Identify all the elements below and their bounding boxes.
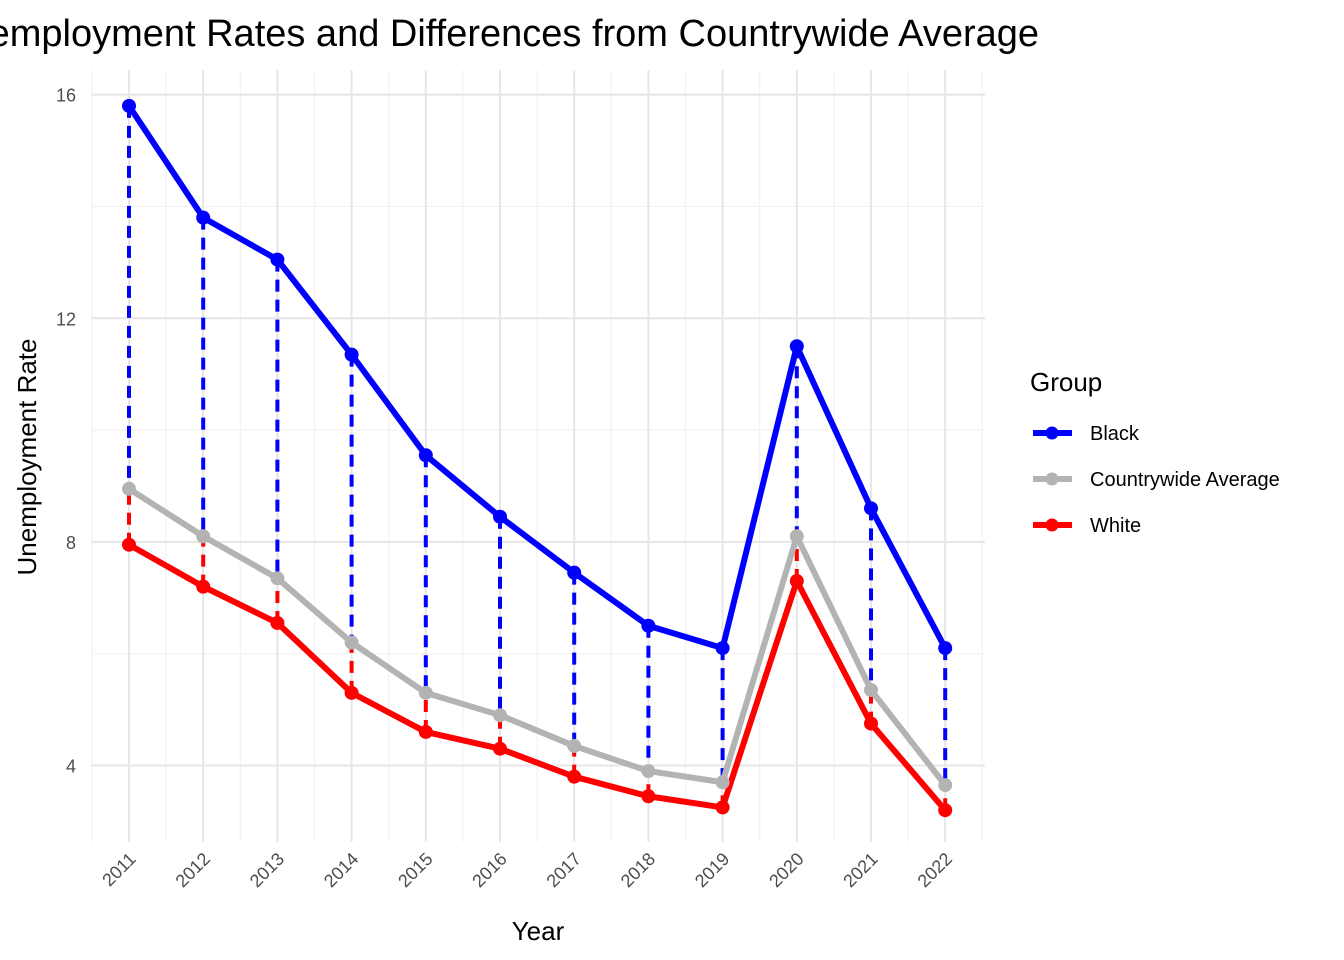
x-tick-label: 2021 [839, 849, 881, 891]
legend-label-black: Black [1090, 423, 1140, 445]
x-tick-label: 2012 [172, 849, 214, 891]
black-point [567, 565, 582, 580]
series-lines [126, 104, 948, 813]
white-point [196, 579, 211, 594]
x-tick-label: 2013 [246, 849, 288, 891]
legend-point-black [1045, 426, 1059, 440]
x-tick-label: 2020 [765, 849, 807, 891]
countrywide-average-point [864, 683, 878, 698]
white-point [864, 716, 878, 731]
white-point [567, 769, 582, 784]
x-tick-label: 2011 [98, 849, 140, 891]
y-tick-label: 16 [56, 86, 76, 106]
countrywide-average-point [493, 708, 507, 723]
countrywide-average-point [344, 635, 359, 650]
black-point [196, 210, 211, 225]
y-tick-label: 12 [56, 309, 76, 329]
white-point [789, 574, 804, 589]
black-point [715, 641, 730, 656]
black-point [641, 618, 656, 633]
white-series-line [127, 542, 948, 813]
countrywide-average-point [270, 571, 285, 586]
black-point [344, 347, 359, 362]
white-point [715, 800, 730, 815]
white-point [938, 803, 953, 818]
black-point [418, 448, 433, 463]
legend-label-white: White [1090, 515, 1141, 537]
chart-title: Unemployment Rates and Differences from … [0, 13, 1039, 55]
white-point [122, 537, 136, 552]
y-tick-label: 4 [66, 757, 76, 777]
data-points [122, 98, 953, 818]
grid [91, 70, 985, 842]
countrywide-average-point [418, 685, 433, 700]
countrywide-average-point [789, 529, 804, 544]
countrywide-average-point [196, 529, 211, 544]
x-tick-label: 2015 [394, 849, 436, 891]
x-axis-title: Year [512, 916, 565, 946]
countrywide-average-point [641, 764, 656, 779]
x-tick-label: 2019 [691, 849, 733, 891]
white-point [493, 741, 507, 756]
legend-title: Group [1030, 367, 1102, 397]
y-axis-ticks: 4 8 12 16 [56, 86, 76, 777]
x-axis-ticks: 2011 2012 2013 2014 2015 2016 2017 2018 2019 2020… [98, 849, 956, 891]
legend-point-white [1045, 518, 1059, 532]
legend: Group Black Countrywide Average White [1030, 367, 1280, 537]
white-point [418, 724, 433, 739]
x-tick-label: 2017 [543, 849, 585, 891]
y-axis-title: Unemployment Rate [12, 339, 42, 576]
countrywide-average-point [938, 778, 953, 793]
countrywide-average-series-line [127, 486, 948, 787]
legend-point-countrywide-average [1045, 472, 1059, 486]
white-point [344, 685, 359, 700]
black-point [122, 98, 136, 113]
countrywide-average-point [567, 738, 582, 753]
black-point [864, 501, 878, 516]
black-point [789, 339, 804, 354]
black-series-line [126, 104, 948, 652]
white-point [270, 615, 285, 630]
black-point [938, 641, 953, 656]
x-tick-label: 2014 [320, 849, 362, 891]
x-tick-label: 2022 [914, 849, 956, 891]
countrywide-average-point [122, 481, 136, 496]
y-tick-label: 8 [66, 533, 76, 553]
black-point [493, 509, 507, 524]
legend-label-countrywide-average: Countrywide Average [1090, 469, 1280, 491]
x-tick-label: 2016 [468, 849, 510, 891]
countrywide-average-point [715, 775, 730, 790]
white-point [641, 789, 656, 804]
black-point [270, 252, 285, 267]
x-tick-label: 2018 [617, 849, 659, 891]
